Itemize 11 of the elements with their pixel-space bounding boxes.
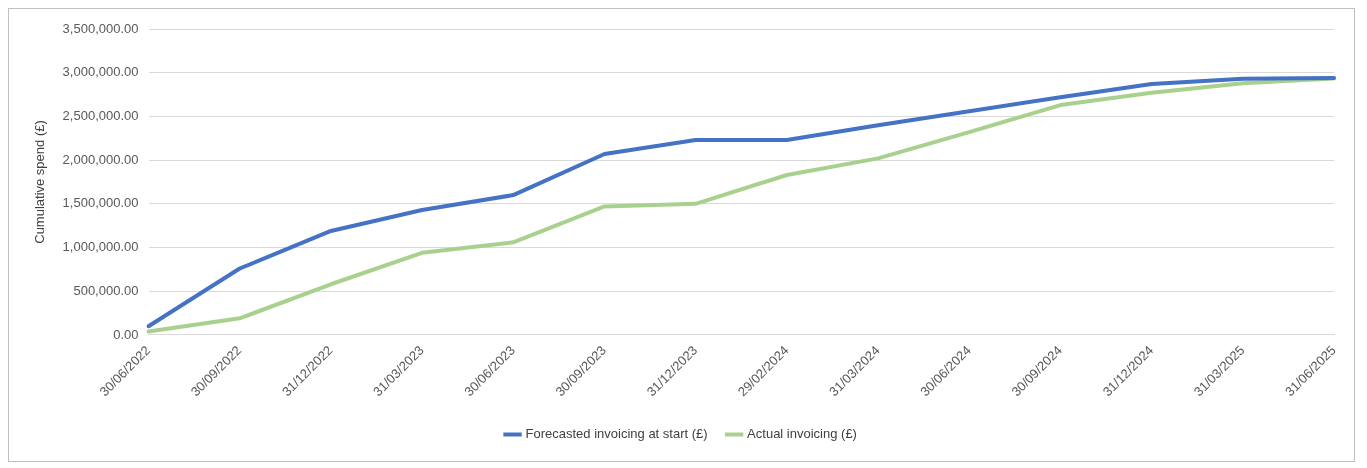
legend-label: Forecasted invoicing at start (£) — [525, 426, 708, 442]
y-axis-title: Cumulative spend (£) — [32, 120, 48, 244]
y-tick-label: 1,000,000.00 — [62, 239, 139, 255]
y-tick-label: 3,000,000.00 — [62, 64, 139, 80]
y-tick-label: 0.00 — [113, 326, 139, 342]
y-tick-label: 2,000,000.00 — [62, 151, 139, 167]
y-tick-label: 2,500,000.00 — [62, 108, 139, 123]
y-tick-label: 3,500,000.00 — [62, 20, 139, 36]
legend-label: Actual invoicing (£) — [747, 426, 857, 442]
y-tick-label: 1,500,000.00 — [62, 195, 139, 211]
y-tick-label: 500,000.00 — [73, 282, 139, 298]
